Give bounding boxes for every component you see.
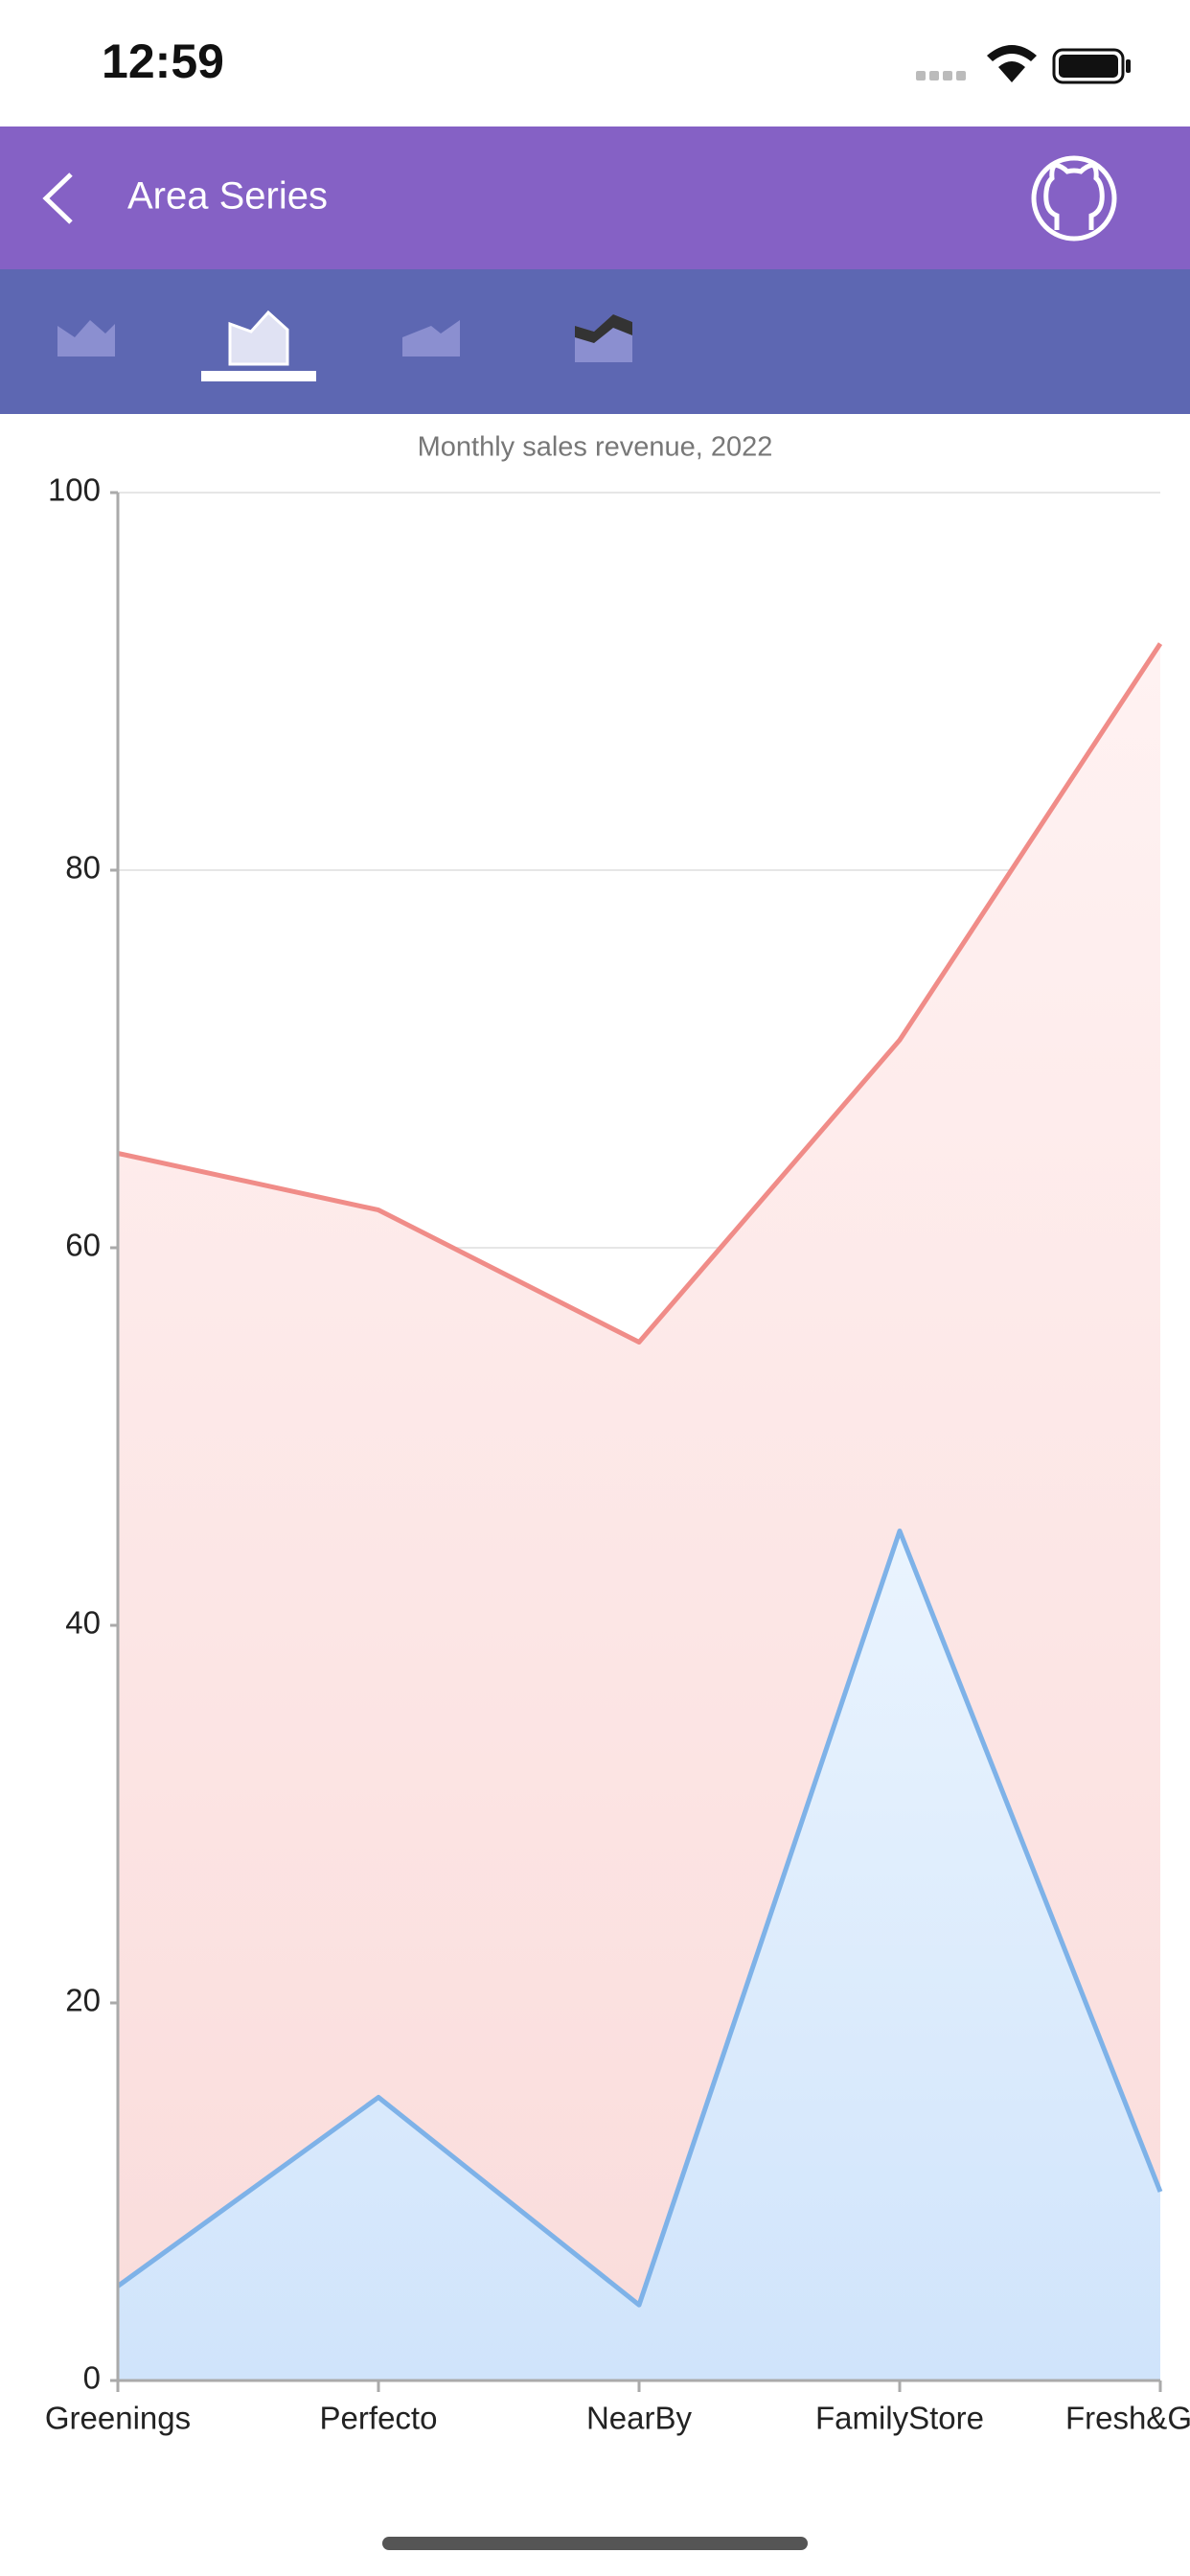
x-tick-label: Fresh&Green bbox=[1065, 2401, 1190, 2436]
y-tick-label: 80 bbox=[65, 850, 101, 886]
signal-icon bbox=[916, 71, 966, 80]
tab-icon[interactable] bbox=[402, 320, 460, 356]
x-tick-label: FamilyStore bbox=[815, 2401, 984, 2436]
y-tick-label: 20 bbox=[65, 1983, 101, 2018]
y-tick-label: 40 bbox=[65, 1605, 101, 1641]
y-tick-label: 100 bbox=[48, 472, 101, 508]
tab-icon[interactable] bbox=[575, 314, 632, 362]
wifi-icon bbox=[987, 45, 1037, 82]
x-tick-label: Greenings bbox=[45, 2401, 191, 2436]
x-tick-label: NearBy bbox=[586, 2401, 693, 2436]
y-tick-label: 60 bbox=[65, 1228, 101, 1263]
back-button[interactable] bbox=[42, 172, 73, 224]
area-line bbox=[116, 1529, 1163, 2308]
y-tick-label: 0 bbox=[83, 2360, 101, 2396]
chart-title: Monthly sales revenue, 2022 bbox=[418, 432, 773, 463]
home-indicator bbox=[382, 2537, 808, 2550]
app-bar bbox=[0, 126, 1190, 269]
app-title: Area Series bbox=[127, 175, 328, 218]
area-fill bbox=[118, 1530, 1160, 2380]
x-tick-label: Perfecto bbox=[320, 2401, 438, 2436]
github-button[interactable] bbox=[1031, 155, 1117, 242]
plot-area: 0 20 40 60 80 100 Greenings Perfecto NearBy Famil… bbox=[45, 472, 1190, 2436]
tab-icon-active[interactable] bbox=[201, 310, 316, 381]
area-line bbox=[117, 642, 1163, 1345]
battery-icon bbox=[1052, 48, 1131, 84]
tab-icon[interactable] bbox=[57, 320, 115, 356]
status-time: 12:59 bbox=[102, 34, 224, 88]
